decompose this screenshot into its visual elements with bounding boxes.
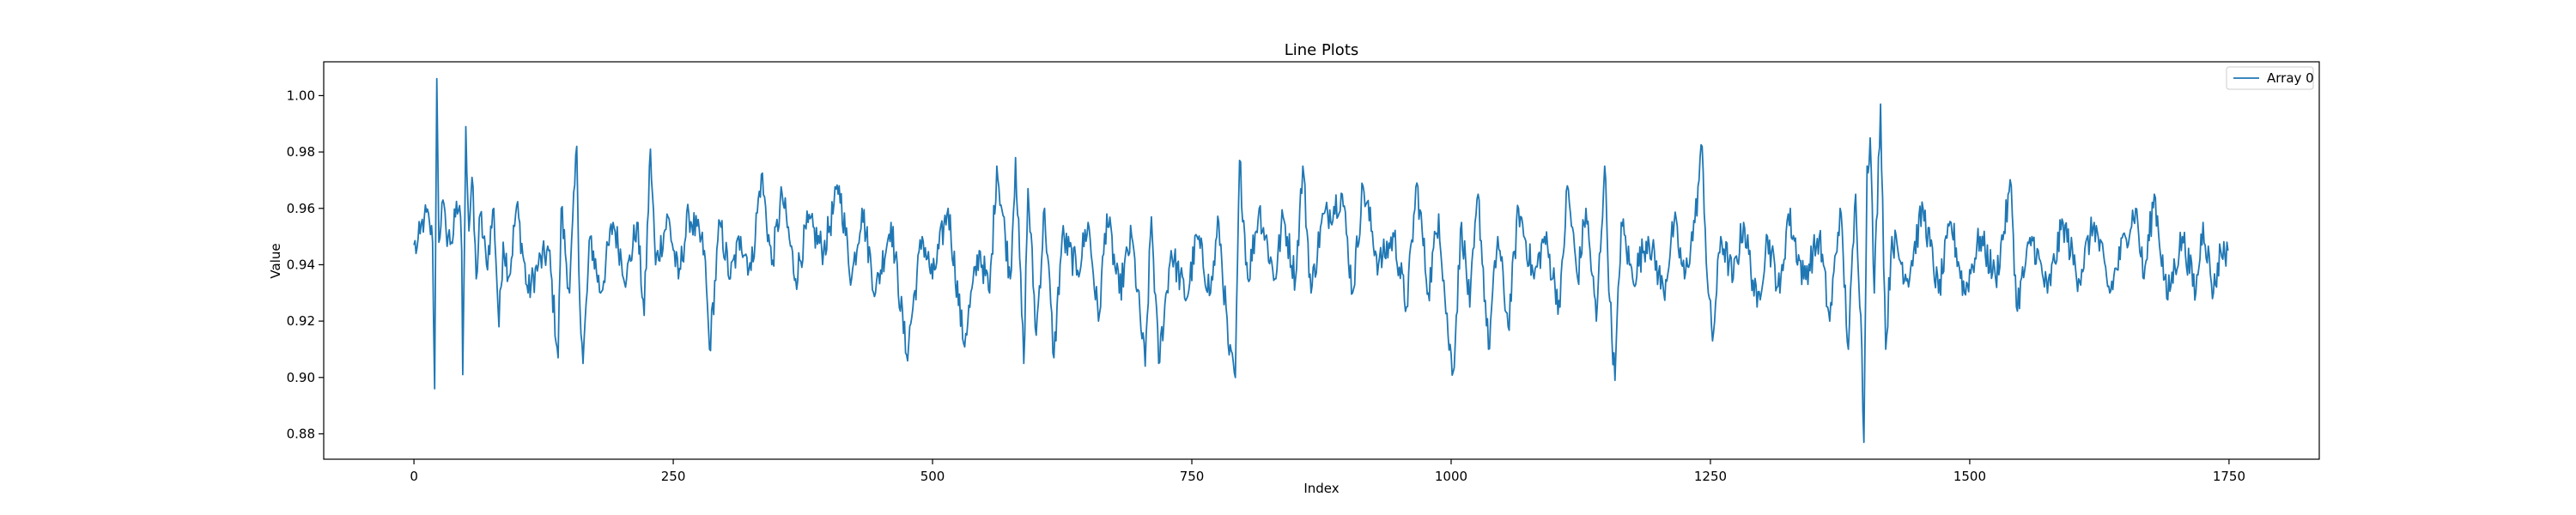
x-tick-label: 1750 xyxy=(2213,469,2245,484)
legend: Array 0 xyxy=(2226,66,2314,90)
x-tick-label: 1500 xyxy=(1953,469,1986,484)
plot-area xyxy=(323,61,2320,460)
x-axis-label: Index xyxy=(1303,481,1339,496)
legend-label-array-0: Array 0 xyxy=(2267,70,2314,86)
x-tick-label: 500 xyxy=(920,469,945,484)
y-tick-label: 0.90 xyxy=(287,370,315,385)
y-tick-label: 0.88 xyxy=(287,426,315,441)
x-tick-label: 750 xyxy=(1180,469,1205,484)
axes-frame xyxy=(323,61,2320,460)
y-tick-label: 0.94 xyxy=(287,257,315,272)
series-line-array-0 xyxy=(413,77,2229,444)
y-tick-label: 0.98 xyxy=(287,144,315,160)
y-tick-label: 0.96 xyxy=(287,201,315,216)
x-tick-label: 250 xyxy=(661,469,686,484)
x-axis: 0 250 500 750 1000 1250 1500 1750 xyxy=(410,459,2245,484)
y-tick-label: 1.00 xyxy=(287,88,315,103)
x-tick-label: 0 xyxy=(410,469,418,484)
chart-title: Line Plots xyxy=(1285,41,1359,59)
legend-box xyxy=(2226,66,2314,90)
x-tick-label: 1000 xyxy=(1435,469,1467,484)
y-tick-label: 0.92 xyxy=(287,313,315,329)
y-axis-label: Value xyxy=(268,243,283,278)
x-tick-label: 1250 xyxy=(1694,469,1727,484)
y-axis: 0.88 0.90 0.92 0.94 0.96 0.98 1.00 xyxy=(287,88,324,441)
